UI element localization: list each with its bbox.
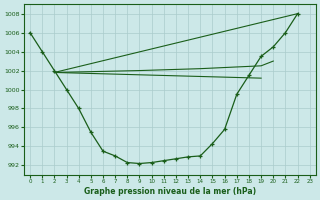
X-axis label: Graphe pression niveau de la mer (hPa): Graphe pression niveau de la mer (hPa) bbox=[84, 187, 256, 196]
